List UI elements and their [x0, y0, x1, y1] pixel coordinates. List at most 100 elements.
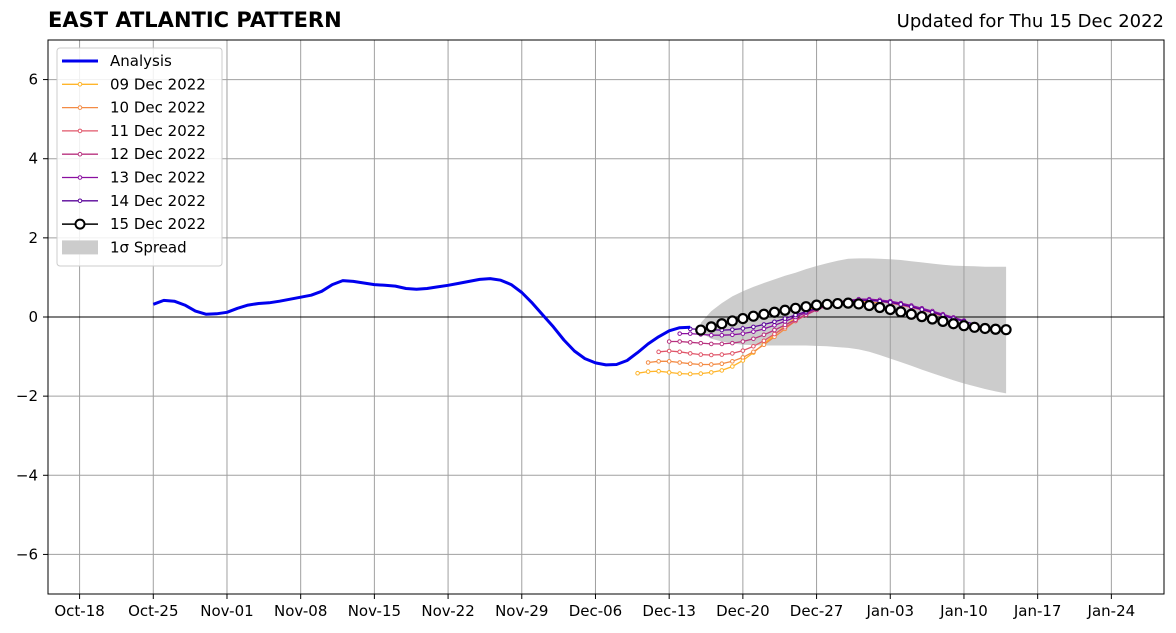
forecast-point [716, 318, 728, 330]
forecast-point [768, 306, 781, 318]
forecast-point [761, 338, 767, 344]
legend-item: 14 Dec 2022 [62, 192, 206, 210]
legend-item: 1σ Spread [62, 238, 187, 256]
legend-label: 12 Dec 2022 [110, 145, 206, 163]
chart-title: EAST ATLANTIC PATTERN [48, 8, 342, 32]
forecast-point [751, 324, 756, 330]
forecast-point [656, 359, 661, 364]
legend-marker [77, 151, 83, 157]
forecast-point [898, 302, 904, 307]
forecast-point [708, 332, 714, 338]
legend-item: 11 Dec 2022 [62, 122, 206, 140]
forecast-point [687, 331, 693, 336]
forecast-point [937, 315, 949, 327]
forecast-point [810, 299, 823, 311]
y-tick-label: 4 [28, 150, 38, 168]
forecast-point [719, 368, 725, 373]
forecast-point [1000, 324, 1012, 336]
legend-item: 09 Dec 2022 [62, 75, 206, 93]
forecast-point [905, 308, 917, 320]
forecast-point [708, 362, 714, 367]
forecast-point [698, 352, 704, 357]
x-tick-label: Dec-27 [790, 602, 844, 620]
forecast-point [958, 320, 970, 332]
forecast-point [758, 308, 770, 320]
forecast-point [730, 359, 735, 364]
forecast-point [719, 361, 725, 366]
forecast-point [751, 343, 756, 349]
legend-label: 14 Dec 2022 [110, 192, 206, 210]
forecast-point [645, 369, 651, 374]
forecast-point [853, 298, 865, 310]
forecast-point [751, 336, 756, 342]
forecast-point [656, 349, 661, 355]
forecast-point [761, 322, 767, 327]
forecast-point [887, 300, 893, 305]
forecast-point [645, 360, 651, 365]
forecast-line [658, 298, 944, 356]
forecast-point [687, 371, 693, 377]
forecast-point [789, 302, 802, 314]
forecast-point [730, 332, 735, 338]
forecast-point [979, 322, 991, 335]
legend-label: 13 Dec 2022 [110, 169, 206, 187]
forecast-series [695, 297, 1012, 336]
forecast-point [740, 355, 746, 360]
forecast-point [761, 326, 767, 332]
forecast-point [698, 340, 704, 346]
y-tick-label: −2 [16, 387, 38, 405]
forecast-point [740, 326, 746, 331]
forecast-point [947, 318, 960, 330]
legend-marker [77, 175, 83, 180]
forecast-point [708, 352, 714, 358]
analysis-line [152, 277, 691, 367]
y-tick-label: 6 [28, 71, 38, 89]
legend-box [56, 47, 223, 267]
forecast-point [884, 303, 896, 316]
forecast-point [751, 329, 756, 334]
forecast-point [705, 321, 717, 333]
forecast-point [895, 306, 907, 318]
forecast-point [832, 297, 844, 310]
forecast-point [916, 311, 928, 323]
forecast-point [730, 327, 735, 332]
legend-marker [77, 105, 83, 110]
forecast-point [874, 301, 886, 314]
legend-marker [77, 82, 83, 87]
y-tick-label: 0 [28, 308, 38, 326]
forecast-point [782, 316, 788, 321]
forecast-point [730, 351, 735, 356]
forecast-point [695, 324, 707, 336]
forecast-point [687, 340, 693, 345]
legend-label: 11 Dec 2022 [110, 122, 206, 140]
x-tick-label: Dec-13 [642, 602, 696, 620]
forecast-point [687, 351, 693, 356]
forecast-point [677, 331, 682, 336]
x-tick-label: Jan-17 [1013, 602, 1062, 620]
forecast-point [698, 362, 704, 367]
legend-label: 09 Dec 2022 [110, 75, 206, 93]
forecast-point [926, 313, 938, 325]
forecast-point [989, 323, 1002, 335]
forecast-point [730, 364, 735, 369]
forecast-point [772, 319, 777, 325]
forecast-point [726, 315, 738, 327]
y-tick-label: 2 [28, 229, 38, 247]
forecast-point [677, 360, 682, 365]
forecast-point [779, 304, 791, 316]
forecast-point [800, 301, 812, 313]
x-tick-label: Jan-03 [865, 602, 914, 620]
x-tick-label: Nov-01 [200, 602, 253, 620]
forecast-point [740, 339, 746, 344]
forecast-point [677, 339, 682, 344]
legend-label: 10 Dec 2022 [110, 99, 206, 117]
forecast-point [761, 332, 767, 338]
forecast-point [666, 348, 672, 354]
forecast-point [677, 349, 682, 355]
forecast-point [863, 299, 875, 312]
legend-item: 13 Dec 2022 [62, 169, 206, 187]
legend-marker [77, 128, 83, 134]
forecast-point [656, 368, 661, 374]
forecast-point [772, 323, 777, 328]
forecast-point [719, 352, 725, 357]
